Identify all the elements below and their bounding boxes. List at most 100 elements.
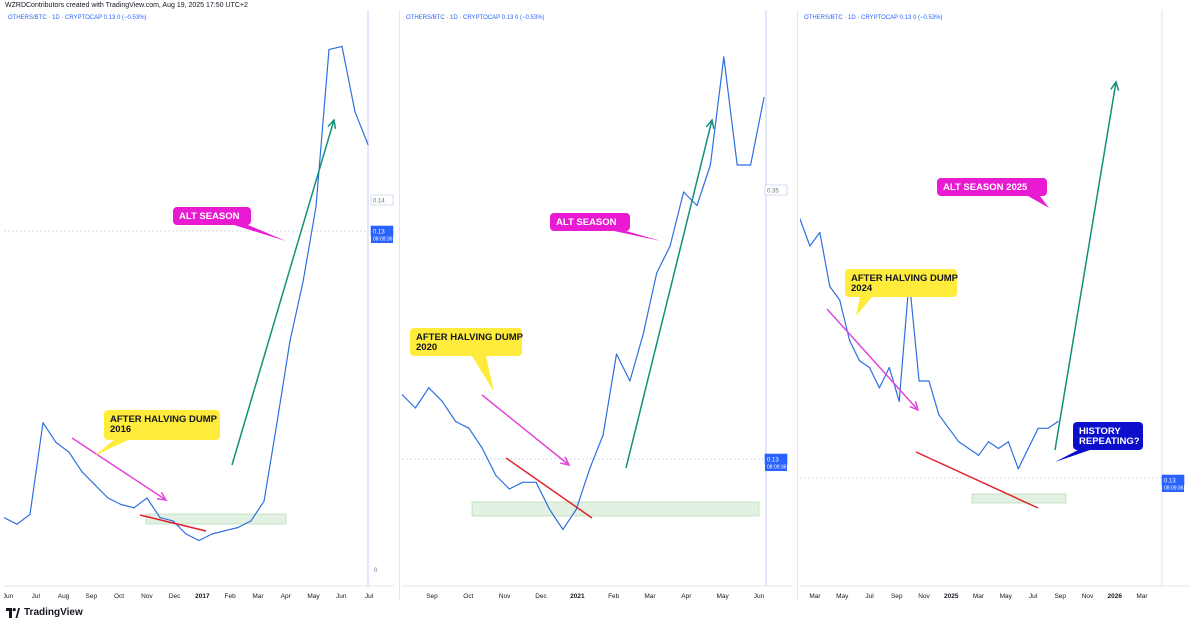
callout-magenta [173, 207, 251, 225]
callout-text: REPEATING? [1079, 436, 1140, 447]
x-tick-label: Mar [1136, 593, 1148, 600]
price-label-current: 0.13 [373, 230, 385, 236]
price-point [522, 481, 524, 483]
chart-svg: Jun Jul Aug Sep Oct Nov Dec 2017 Feb Mar Apr May Jun… [4, 10, 394, 600]
price-point [508, 488, 510, 490]
price-point [987, 441, 990, 443]
price-point [172, 520, 174, 522]
price-point [481, 447, 484, 450]
price-point [1047, 427, 1049, 429]
price-point [237, 526, 239, 529]
price-label-current: 0.13 [1164, 479, 1176, 485]
callout-text: AFTER HALVING DUMP [416, 332, 524, 343]
price-label-high-bg [764, 184, 788, 196]
price-point [263, 500, 265, 502]
countdown-timer: 08:09:36 [1164, 486, 1184, 492]
callout-tail [1028, 196, 1049, 208]
x-tick-label: Sep [426, 593, 438, 600]
callout-magenta [937, 178, 1047, 196]
price-series-line [402, 56, 765, 531]
x-tick-label: Mar [809, 593, 821, 600]
price-point [250, 520, 252, 522]
price-label-high: 0.35 [767, 189, 779, 195]
price-point [354, 111, 356, 113]
callout-tail [856, 297, 872, 316]
x-tick-label: Nov [918, 593, 930, 600]
price-point [928, 380, 930, 382]
price-point [849, 339, 851, 342]
x-tick-label: Oct [463, 593, 473, 600]
price-point [68, 451, 70, 453]
price-point [629, 380, 631, 382]
price-point [819, 231, 821, 234]
price-point [898, 400, 900, 402]
support-line [139, 514, 207, 532]
x-tick-label: Jun [754, 593, 765, 600]
price-point [562, 528, 564, 531]
price-point [682, 191, 685, 193]
price-point [958, 441, 960, 443]
chart-panel-2024[interactable]: OTHERS/BTC · 1D · CRYPTOCAP 0.13 0 (−0.5… [800, 10, 1190, 600]
price-point [888, 366, 890, 369]
price-point [133, 507, 135, 509]
x-tick-label: Mar [252, 593, 264, 600]
x-tick-label: 2021 [570, 593, 585, 600]
x-tick-label: Dec [535, 593, 547, 600]
price-point [4, 517, 5, 519]
price-point [800, 218, 801, 220]
callout-text: ALT SEASON [179, 211, 240, 222]
price-label-high: 0.14 [373, 199, 385, 205]
price-point [669, 245, 671, 247]
x-tick-label: Mar [644, 593, 656, 600]
price-point [997, 447, 1000, 450]
callout-text: HISTORY [1079, 426, 1121, 437]
x-tick-label: 2017 [195, 593, 210, 600]
price-point [1017, 468, 1019, 470]
callout-text: 2024 [851, 283, 873, 294]
price-point [341, 45, 343, 47]
price-point [159, 517, 161, 519]
price-point [185, 533, 187, 535]
price-point [615, 353, 618, 355]
price-point [94, 484, 96, 486]
countdown-bg [371, 236, 393, 243]
chart-svg: Sep Oct Nov Dec 2021 Feb Mar Apr May Jun AFTER HAL… [402, 10, 792, 600]
price-point [723, 56, 725, 58]
x-tick-label: Sep [1054, 593, 1066, 600]
price-point [328, 49, 330, 51]
price-point [441, 400, 443, 402]
price-point [42, 422, 44, 424]
x-tick-label: 2026 [1108, 593, 1123, 600]
callout-text: AFTER HALVING DUMP [110, 414, 218, 425]
x-tick-label: Apr [281, 593, 292, 600]
callout-text: ALT SEASON [556, 217, 617, 228]
price-point [367, 143, 369, 146]
price-point [302, 281, 304, 283]
price-point [809, 245, 811, 247]
callout-yellow [104, 410, 220, 440]
credit-text: WZRDContributors created with TradingVie… [5, 2, 248, 9]
price-point [978, 454, 980, 456]
price-point [749, 164, 752, 166]
price-point [495, 474, 497, 477]
accumulation-zone [145, 513, 287, 525]
countdown-bg [765, 464, 787, 471]
x-tick-label: Nov [1082, 593, 1094, 600]
x-tick-label: Feb [608, 593, 620, 600]
price-point [455, 420, 457, 423]
price-point [642, 333, 644, 335]
chart-panel-2016[interactable]: OTHERS/BTC · 1D · CRYPTOCAP 0.13 0 (−0.5… [4, 10, 394, 600]
x-tick-label: May [307, 593, 320, 600]
price-point [736, 164, 738, 166]
x-tick-label: Dec [169, 593, 181, 600]
x-tick-label: Mar [973, 593, 985, 600]
callout-tail [614, 231, 661, 241]
x-tick-label: Oct [114, 593, 124, 600]
price-series-line [4, 45, 369, 542]
chart-panel-2020[interactable]: OTHERS/BTC · 1D · CRYPTOCAP 0.13 0 (−0.5… [402, 10, 792, 600]
price-point [120, 503, 122, 506]
tradingview-logo[interactable]: TradingView [6, 607, 83, 618]
x-tick-label: Aug [58, 593, 70, 600]
price-point [709, 164, 711, 166]
dump-arrow [71, 437, 167, 501]
